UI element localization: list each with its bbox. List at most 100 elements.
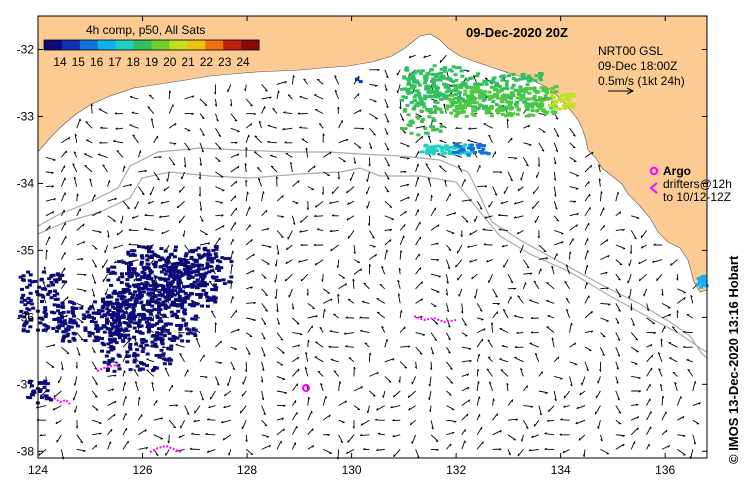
sst-patch-cold — [119, 272, 124, 276]
sst-patch-warm — [465, 78, 470, 82]
sst-patch-cold — [127, 305, 132, 309]
sst-patch-cold — [186, 265, 191, 269]
sst-patch-warm — [437, 91, 442, 95]
sst-patch-cold — [64, 329, 69, 333]
sst-patch-cold — [19, 300, 24, 304]
sst-patch-cold — [122, 333, 127, 337]
sst-patch-cold — [157, 355, 162, 359]
current-vector — [658, 368, 663, 377]
sst-patch-cold — [206, 258, 211, 262]
current-vector — [113, 140, 124, 144]
current-vector-head — [435, 440, 439, 442]
current-vector — [546, 300, 555, 304]
current-vector — [523, 157, 529, 167]
current-vector-head — [186, 412, 190, 415]
sst-patch-cold — [198, 272, 203, 276]
current-vector — [534, 353, 540, 362]
sst-patch-cold — [203, 248, 208, 252]
sst-patch-warm — [515, 112, 520, 116]
sst-patch-warm — [490, 96, 495, 100]
sst-patch-mid — [469, 149, 474, 153]
sst-patch-warm — [475, 87, 480, 91]
sst-patch-cold — [43, 306, 48, 310]
current-vector — [183, 230, 186, 237]
current-vector-head — [586, 282, 588, 285]
current-vector — [397, 84, 401, 94]
sst-patch-cold — [163, 323, 168, 327]
sst-patch-cold — [106, 350, 111, 354]
sst-patch-warm — [479, 94, 484, 98]
current-vector — [384, 113, 390, 123]
current-vector — [677, 449, 686, 456]
current-vector — [348, 230, 355, 239]
current-vector — [579, 390, 586, 396]
current-vector — [446, 419, 457, 422]
current-vector-head — [95, 444, 98, 448]
current-vector-head — [157, 178, 160, 181]
sst-patch-cold — [137, 278, 142, 282]
sst-patch-cold — [112, 369, 117, 373]
sst-patch-warm — [409, 101, 414, 105]
sst-patch-warm — [566, 98, 571, 102]
sst-patch-warm — [499, 88, 504, 92]
sst-patch-cold — [102, 313, 107, 317]
current-vector-head — [573, 134, 576, 137]
sst-patch-cold — [28, 291, 33, 295]
current-vector-head — [665, 429, 668, 433]
sst-patch-warm — [518, 98, 523, 102]
current-vector-head — [658, 368, 661, 371]
current-vector-head — [468, 348, 472, 350]
current-vector-head — [265, 294, 268, 297]
sst-patch-warm — [468, 85, 473, 89]
sst-patch-mid — [475, 143, 480, 147]
current-vector-head — [345, 316, 349, 319]
sst-patch-warm — [460, 97, 465, 101]
current-vector — [245, 449, 254, 455]
sst-patch-warm — [424, 85, 429, 89]
current-vector-head — [270, 165, 274, 168]
current-vector — [546, 282, 555, 290]
current-vector — [584, 207, 591, 217]
current-vector-head — [204, 376, 208, 379]
current-vector-head — [389, 239, 392, 242]
sst-patch-cold — [151, 296, 156, 300]
sst-patch-warm — [412, 84, 417, 88]
current-vector — [223, 405, 231, 409]
sst-patch-cold — [54, 317, 59, 321]
current-vector — [384, 127, 389, 135]
current-vector — [397, 293, 401, 304]
current-vector — [276, 244, 280, 255]
sst-patch-warm — [401, 95, 406, 99]
sst-patch-cold — [135, 364, 140, 368]
sst-patch-cold — [211, 295, 216, 299]
current-vector-head — [268, 246, 272, 249]
sst-patch-cold — [40, 300, 44, 303]
sst-patch-cold — [169, 344, 174, 348]
current-vector-head — [75, 365, 78, 369]
current-vector-head — [312, 445, 315, 448]
sst-patch-cold — [47, 277, 52, 281]
current-vector — [319, 327, 324, 333]
current-vector-head — [377, 432, 381, 435]
current-vector — [598, 178, 601, 187]
sst-patch-cold — [95, 325, 100, 329]
sst-patch-cold — [178, 327, 183, 331]
sst-patch-cold — [106, 278, 111, 282]
sst-patch-mid — [454, 142, 459, 146]
current-vector — [507, 156, 517, 159]
current-vector — [168, 157, 176, 166]
sst-patch-mid — [447, 149, 452, 153]
sst-patch-cold — [101, 343, 106, 347]
current-vector — [376, 405, 386, 411]
sst-patch-cold — [201, 254, 206, 258]
sst-patch-warm — [466, 98, 471, 102]
current-vector-head — [638, 390, 642, 393]
sst-patch-warm — [411, 78, 416, 82]
current-vector — [507, 171, 513, 182]
current-vector-head — [606, 239, 609, 242]
current-vector-head — [339, 381, 342, 384]
sst-patch-cold — [63, 322, 68, 326]
sst-patch-cold — [157, 258, 162, 262]
current-vector — [523, 419, 529, 429]
current-vector-head — [377, 69, 380, 72]
